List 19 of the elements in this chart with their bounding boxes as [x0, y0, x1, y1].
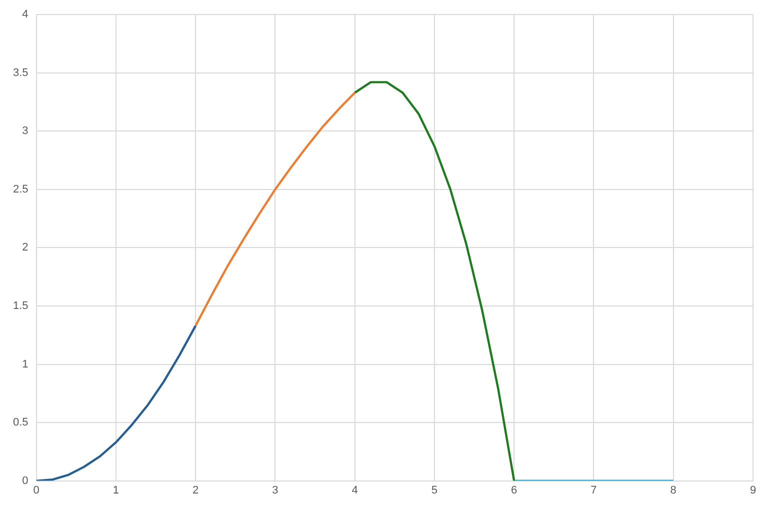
y-tick-label: 3.5: [12, 66, 28, 79]
x-tick-label: 6: [511, 484, 518, 496]
x-tick-label: 8: [670, 484, 676, 496]
x-tick-label: 4: [352, 484, 358, 496]
y-tick-label: 3: [22, 125, 28, 138]
x-tick-label: 7: [590, 484, 597, 496]
y-tick-label: 2.5: [12, 183, 28, 196]
x-tick-label: 1: [112, 484, 119, 496]
y-tick-label: 1: [22, 358, 28, 370]
y-tick-label: 1.5: [12, 300, 28, 312]
x-tick-label: 0: [33, 484, 40, 496]
x-tick-label: 9: [750, 484, 756, 496]
y-tick-label: 4: [22, 8, 28, 21]
x-tick-label: 3: [272, 484, 278, 496]
x-tick-label: 2: [192, 484, 199, 496]
y-tick-label: 0.5: [12, 416, 28, 429]
x-tick-label: 5: [431, 484, 438, 496]
y-tick-label: 0: [22, 474, 28, 487]
y-tick-label: 2: [22, 242, 28, 254]
